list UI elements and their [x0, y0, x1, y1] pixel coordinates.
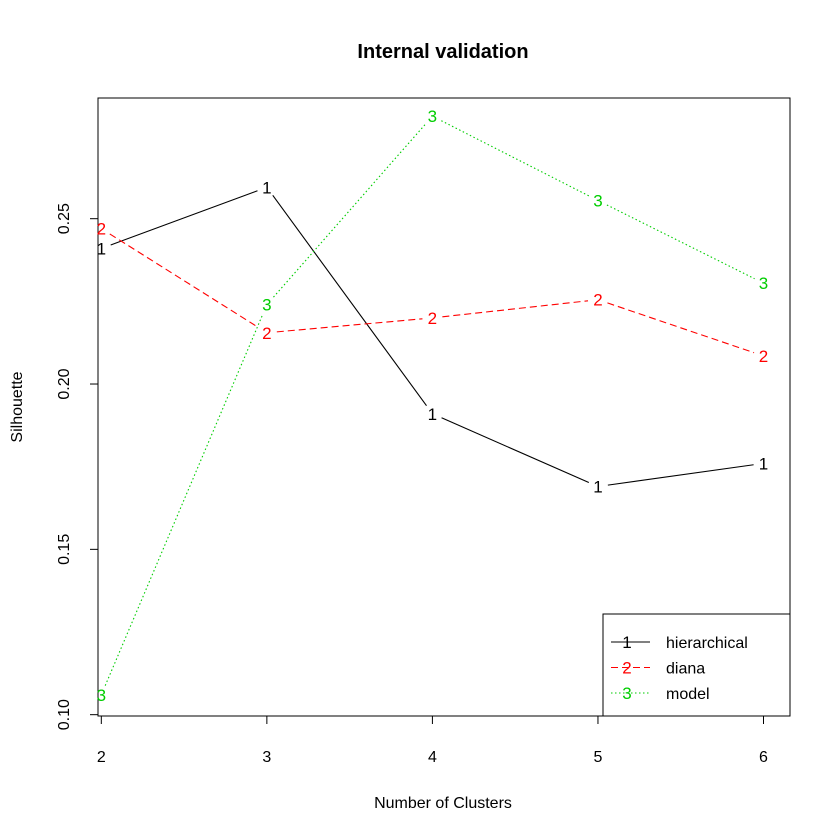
y-tick-label: 0.15: [56, 534, 73, 565]
x-tick-label: 4: [428, 749, 437, 766]
data-point-marker: 2: [593, 291, 602, 310]
legend-marker: 3: [622, 684, 631, 703]
series-segment: [276, 318, 423, 333]
legend-label: hierarchical: [666, 635, 748, 652]
legend-item-model: 3 model: [611, 684, 710, 703]
legend-item-diana: 2 diana: [611, 659, 705, 678]
x-axis-label: Number of Clusters: [374, 795, 512, 812]
series-hierarchical: 1 1 1 1 1: [97, 178, 769, 496]
y-axis: 0.10 0.15 0.20 0.25: [56, 203, 99, 730]
series-segment: [442, 300, 589, 318]
data-point-marker: 1: [97, 239, 106, 258]
data-point-marker: 3: [97, 686, 106, 705]
legend-label: model: [666, 686, 710, 703]
data-point-marker: 2: [428, 309, 437, 328]
data-point-marker: 2: [97, 220, 106, 239]
series-segment: [104, 313, 264, 686]
legend: 1 hierarchical 2 diana 3 model: [602, 613, 791, 717]
x-tick-label: 2: [97, 749, 106, 766]
x-tick-label: 3: [262, 749, 271, 766]
legend-item-hierarchical: 1 hierarchical: [611, 633, 748, 652]
data-point-marker: 3: [759, 274, 768, 293]
y-tick-label: 0.10: [56, 699, 73, 730]
data-point-marker: 1: [428, 405, 437, 424]
data-point-marker: 1: [759, 454, 768, 473]
series-segment: [607, 302, 755, 354]
data-point-marker: 1: [593, 478, 602, 497]
data-point-marker: 3: [262, 296, 271, 315]
x-axis: 2 3 4 5 6: [97, 715, 768, 766]
series-diana: 2 2 2 2 2: [97, 220, 769, 366]
series-model: 3 3 3 3 3: [97, 107, 769, 705]
chart-title: Internal validation: [357, 41, 528, 63]
series-segment: [441, 417, 590, 484]
x-tick-label: 5: [594, 749, 603, 766]
legend-marker: 1: [622, 633, 631, 652]
series-segment: [273, 123, 427, 298]
data-point-marker: 3: [593, 192, 602, 211]
legend-box: [602, 613, 791, 717]
series-segment: [272, 195, 427, 407]
series-segment: [607, 464, 754, 486]
data-point-marker: 3: [428, 107, 437, 126]
series-segment: [606, 204, 755, 280]
data-point-marker: 2: [759, 347, 768, 366]
legend-marker: 2: [622, 659, 631, 678]
y-tick-label: 0.25: [56, 203, 73, 234]
legend-label: diana: [666, 661, 705, 678]
y-tick-label: 0.20: [56, 368, 73, 399]
y-axis-label: Silhouette: [9, 371, 26, 442]
series-segment: [441, 120, 590, 197]
series-segment: [110, 190, 258, 246]
data-point-marker: 2: [262, 324, 271, 343]
series-segment: [109, 233, 259, 328]
data-point-marker: 1: [262, 178, 271, 197]
x-tick-label: 6: [759, 749, 768, 766]
